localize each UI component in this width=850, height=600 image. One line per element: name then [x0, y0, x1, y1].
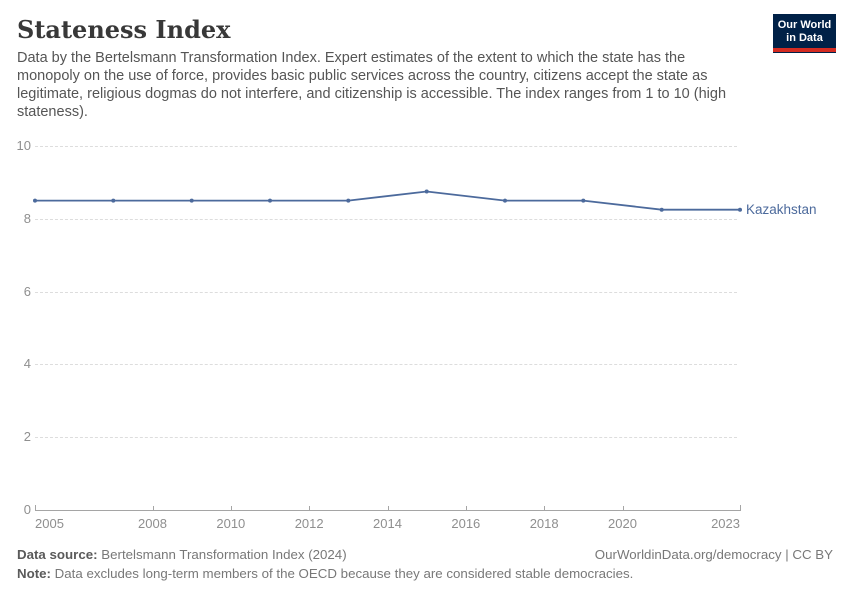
y-gridline	[35, 364, 737, 366]
y-tick-label: 4	[23, 356, 31, 372]
data-point[interactable]	[659, 207, 664, 212]
y-tick-label: 2	[23, 429, 31, 445]
owid-logo-red-stripe	[773, 48, 836, 52]
data-point[interactable]	[268, 198, 272, 203]
data-point[interactable]	[581, 198, 586, 203]
x-tick-label: 2014	[373, 516, 402, 531]
series-line[interactable]	[35, 190, 740, 211]
x-axis-tick	[230, 506, 232, 510]
y-gridline	[35, 146, 737, 147]
chart-footer: Data source: Bertelsmann Transformation …	[17, 547, 833, 581]
x-tick-label: 2023	[711, 516, 740, 531]
owid-logo-text-line2: in Data	[786, 32, 823, 44]
x-tick-label: 2016	[451, 516, 481, 531]
x-tick-label: 2005	[35, 516, 64, 531]
y-tick-label: 8	[23, 210, 31, 226]
owid-logo-text-line1: Our World	[777, 19, 832, 31]
x-axis-tick	[35, 505, 36, 510]
data-point[interactable]	[111, 198, 116, 203]
data-point[interactable]	[738, 207, 742, 212]
y-gridline	[35, 291, 737, 293]
y-tick-label: 6	[23, 283, 31, 299]
data-point[interactable]	[503, 198, 507, 203]
data-point[interactable]	[346, 198, 351, 203]
attribution-link[interactable]: OurWorldinData.org/democracy | CC BY	[594, 547, 833, 562]
x-axis-tick	[740, 505, 741, 510]
y-gridline	[35, 218, 737, 220]
x-axis-tick	[387, 506, 389, 510]
data-source-value: Bertelsmann Transformation Index (2024)	[97, 547, 347, 562]
data-point[interactable]	[189, 198, 194, 203]
x-axis-tick	[622, 506, 624, 510]
series-end-label[interactable]: Kazakhstan	[746, 201, 817, 217]
data-point[interactable]	[424, 189, 429, 194]
chart-title: Stateness Index	[17, 15, 231, 44]
x-axis-tick	[544, 506, 546, 510]
data-source: Data source: Bertelsmann Transformation …	[17, 547, 347, 562]
x-axis-tick	[465, 506, 467, 510]
data-source-label: Data source:	[17, 547, 98, 562]
y-gridline	[35, 437, 737, 439]
x-tick-label: 2020	[608, 516, 637, 531]
x-axis-tick	[152, 506, 154, 510]
owid-logo[interactable]: Our World in Data	[773, 14, 836, 53]
footer-note: Note: Data excludes long-term members of…	[17, 566, 833, 581]
x-tick-label: 2010	[216, 516, 246, 531]
data-point[interactable]	[33, 198, 37, 203]
note-value: Data excludes long-term members of the O…	[50, 566, 634, 581]
x-tick-label: 2008	[138, 516, 167, 531]
y-tick-label: 10	[16, 138, 31, 153]
chart-subtitle: Data by the Bertelsmann Transformation I…	[17, 50, 727, 120]
note-label: Note:	[17, 566, 51, 581]
x-axis-tick	[309, 506, 311, 510]
x-axis-line	[35, 510, 741, 511]
x-tick-label: 2018	[529, 516, 559, 531]
x-tick-label: 2012	[294, 516, 324, 531]
y-tick-label: 0	[23, 502, 31, 517]
series-kazakhstan[interactable]	[33, 189, 742, 212]
footer-source-row: Data source: Bertelsmann Transformation …	[17, 547, 833, 562]
